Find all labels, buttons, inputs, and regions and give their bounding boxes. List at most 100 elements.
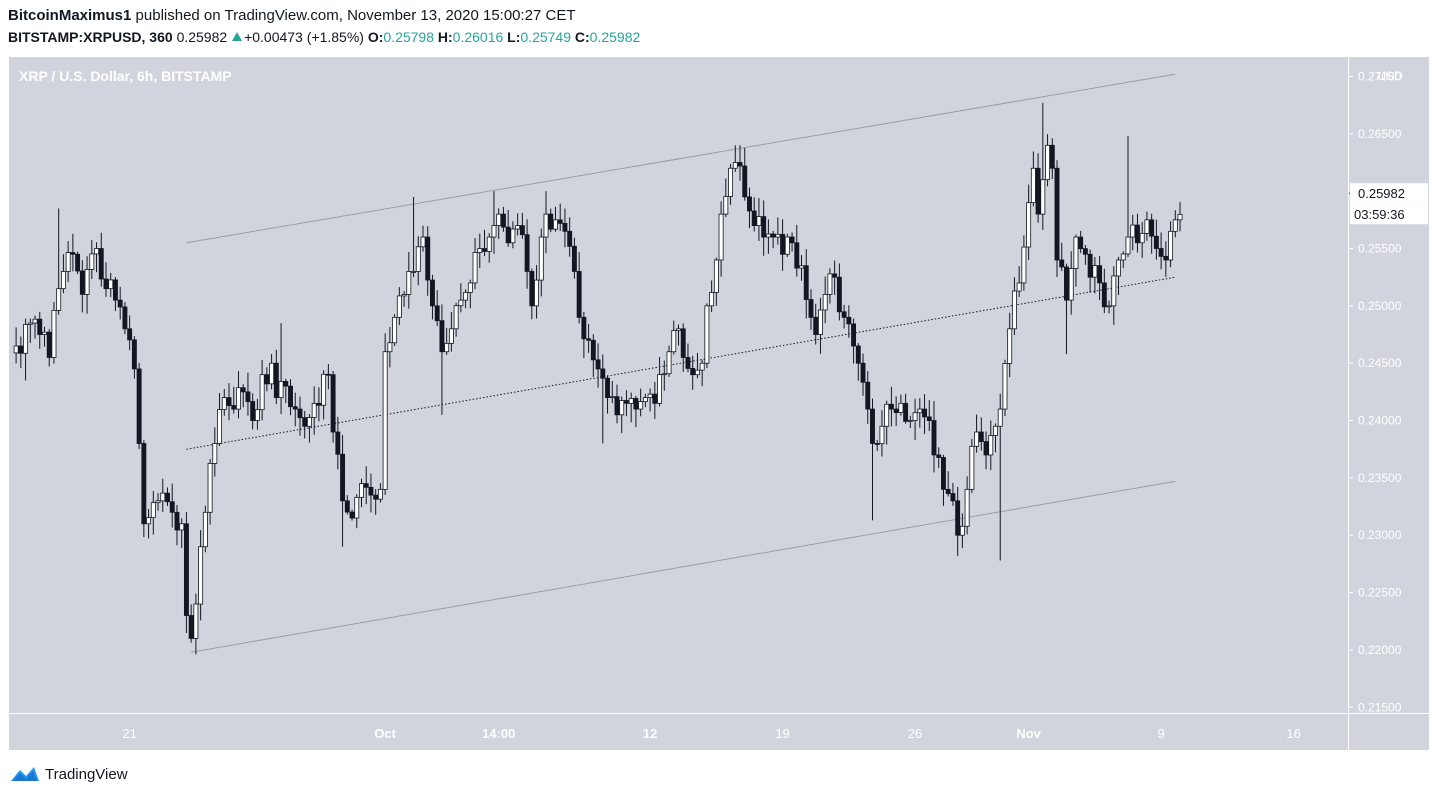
candle <box>624 390 629 417</box>
candle-body <box>146 517 152 525</box>
time-tick-label: 26 <box>908 726 922 741</box>
symbol-label: BITSTAMP:XRPUSD, 360 <box>8 29 173 45</box>
plot-area[interactable] <box>9 57 1348 713</box>
candle-body <box>207 463 213 513</box>
candle-body <box>392 316 398 344</box>
candle <box>505 210 511 247</box>
close-value: 0.25982 <box>589 29 641 45</box>
price-tick-label: 0.25000 <box>1358 299 1402 313</box>
candle <box>784 233 790 257</box>
candle <box>595 343 601 388</box>
candle-body <box>605 377 610 399</box>
candle-body <box>321 373 327 406</box>
candle <box>212 427 218 477</box>
candle-body <box>799 265 804 269</box>
time-axis-area[interactable] <box>9 714 1348 750</box>
candle-body <box>936 454 942 458</box>
candle-body <box>297 408 303 419</box>
candle <box>1059 242 1065 271</box>
candle <box>926 400 932 431</box>
candle <box>898 394 904 416</box>
candle-body <box>1082 248 1088 255</box>
candle-body <box>562 222 568 232</box>
candle-body <box>79 270 85 295</box>
candle-body <box>519 225 525 236</box>
price-tick-label: 0.23500 <box>1358 471 1402 485</box>
candle-body <box>117 299 123 308</box>
candle-body <box>226 397 232 406</box>
candle <box>1082 244 1088 265</box>
candle <box>183 512 189 633</box>
price-tick-label: 0.24500 <box>1358 356 1402 370</box>
candle-body <box>84 269 90 295</box>
candle-body <box>983 441 989 456</box>
candle-body <box>32 318 38 324</box>
tradingview-logo-icon <box>11 767 39 781</box>
candle <box>931 401 937 473</box>
candle <box>131 336 137 379</box>
candle-body <box>1106 305 1112 308</box>
candle <box>1054 160 1060 278</box>
candle <box>155 493 161 511</box>
candle <box>817 297 823 354</box>
candle-body <box>1163 255 1169 261</box>
candle <box>699 359 705 387</box>
candle <box>562 208 568 248</box>
candle-body <box>359 483 364 498</box>
candle <box>519 212 525 239</box>
candle <box>496 208 502 239</box>
candle <box>694 352 700 379</box>
candle-body <box>94 248 99 255</box>
candle-body <box>46 331 52 358</box>
candle <box>500 206 506 232</box>
candle <box>1144 211 1150 241</box>
candle <box>236 371 241 419</box>
candle-body <box>183 523 189 616</box>
footer-brand[interactable]: TradingView <box>10 764 128 784</box>
candle-body <box>505 226 511 244</box>
candle-body <box>974 431 980 447</box>
candle-body <box>477 248 483 253</box>
candle <box>245 372 251 416</box>
candle <box>524 219 530 289</box>
candle-body <box>467 282 473 293</box>
candle-body <box>245 391 251 402</box>
price-axis-area[interactable] <box>1349 57 1429 713</box>
candle-body <box>1035 167 1041 215</box>
candle <box>855 343 861 381</box>
candle <box>1002 359 1008 417</box>
candle-body <box>179 523 185 531</box>
price-tick-label: 0.27000 <box>1358 69 1402 83</box>
candle-body <box>751 210 757 226</box>
candle-body <box>581 316 587 340</box>
candle-body <box>997 408 1003 427</box>
channel-lines[interactable] <box>186 73 1176 653</box>
candle-body <box>113 279 118 301</box>
candle <box>406 252 412 309</box>
candle-body <box>803 265 809 300</box>
candle-body <box>453 305 459 330</box>
candle <box>950 482 956 506</box>
candle <box>893 396 899 427</box>
candle <box>477 233 483 269</box>
author-name[interactable]: BitcoinMaximus1 <box>8 7 132 24</box>
candle-body <box>401 293 407 297</box>
candle <box>491 191 497 254</box>
candle <box>751 197 757 232</box>
candle <box>1163 241 1169 277</box>
candle <box>146 508 152 539</box>
candle <box>676 324 681 346</box>
candle <box>122 302 128 335</box>
price-chart[interactable]: 0.270000.265000.260000.255000.250000.245… <box>9 57 1429 750</box>
candle <box>605 375 610 414</box>
candle <box>628 392 634 423</box>
candle <box>600 354 606 444</box>
candle-body <box>458 299 464 307</box>
candle <box>515 213 521 236</box>
candle-body <box>747 196 752 212</box>
candle <box>888 386 894 427</box>
high-value: 0.26016 <box>452 29 504 45</box>
candle-body <box>302 417 308 427</box>
candle-body <box>576 271 582 318</box>
candle-body <box>732 162 738 169</box>
